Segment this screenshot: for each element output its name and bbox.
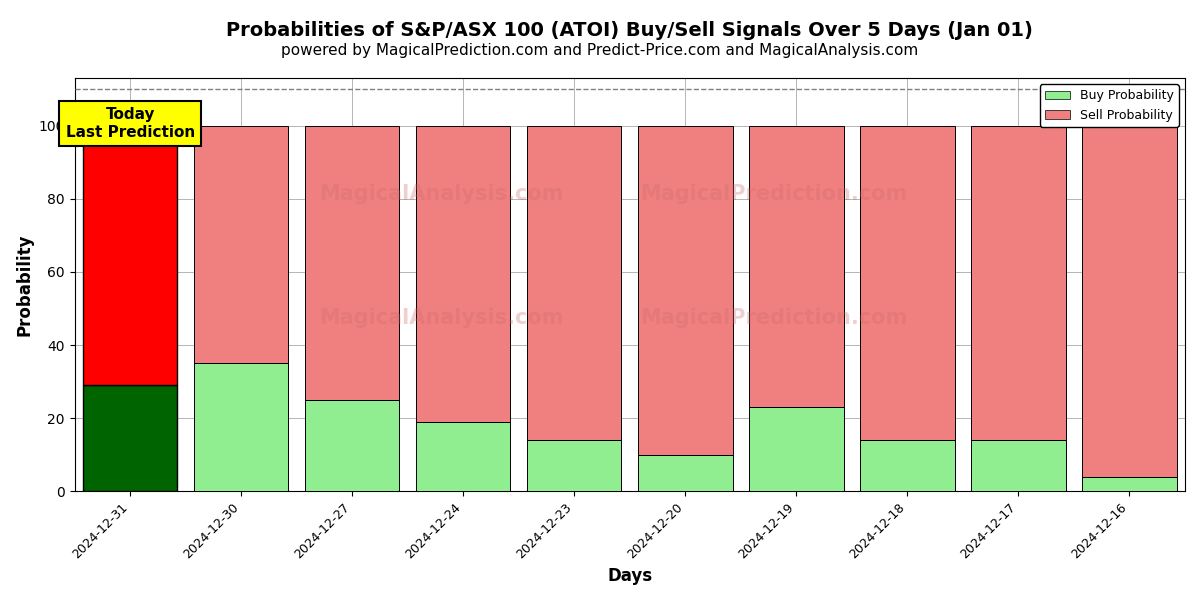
Bar — [971, 125, 1066, 440]
Text: powered by MagicalPrediction.com and Predict-Price.com and MagicalAnalysis.com: powered by MagicalPrediction.com and Pre… — [281, 43, 919, 58]
Legend: Buy Probability, Sell Probability: Buy Probability, Sell Probability — [1040, 84, 1178, 127]
Text: MagicalAnalysis.com: MagicalAnalysis.com — [319, 184, 563, 204]
Bar — [305, 125, 400, 400]
Bar — [527, 125, 622, 440]
Bar — [416, 125, 510, 422]
Text: MagicalPrediction.com: MagicalPrediction.com — [641, 184, 907, 204]
Bar — [305, 400, 400, 491]
Title: Probabilities of S&P/ASX 100 (ATOI) Buy/Sell Signals Over 5 Days (Jan 01): Probabilities of S&P/ASX 100 (ATOI) Buy/… — [227, 22, 1033, 40]
Bar — [860, 440, 955, 491]
Bar — [194, 125, 288, 364]
Bar — [860, 125, 955, 440]
Bar — [83, 385, 178, 491]
Bar — [638, 455, 732, 491]
Y-axis label: Probability: Probability — [16, 233, 34, 336]
Bar — [749, 407, 844, 491]
Bar — [1082, 125, 1177, 477]
Bar — [194, 364, 288, 491]
X-axis label: Days: Days — [607, 567, 653, 585]
Bar — [749, 125, 844, 407]
Bar — [971, 440, 1066, 491]
Text: MagicalAnalysis.com: MagicalAnalysis.com — [319, 308, 563, 328]
Bar — [638, 125, 732, 455]
Bar — [1082, 477, 1177, 491]
Text: MagicalPrediction.com: MagicalPrediction.com — [641, 308, 907, 328]
Bar — [527, 440, 622, 491]
Text: Today
Last Prediction: Today Last Prediction — [66, 107, 194, 140]
Bar — [83, 125, 178, 385]
Bar — [416, 422, 510, 491]
